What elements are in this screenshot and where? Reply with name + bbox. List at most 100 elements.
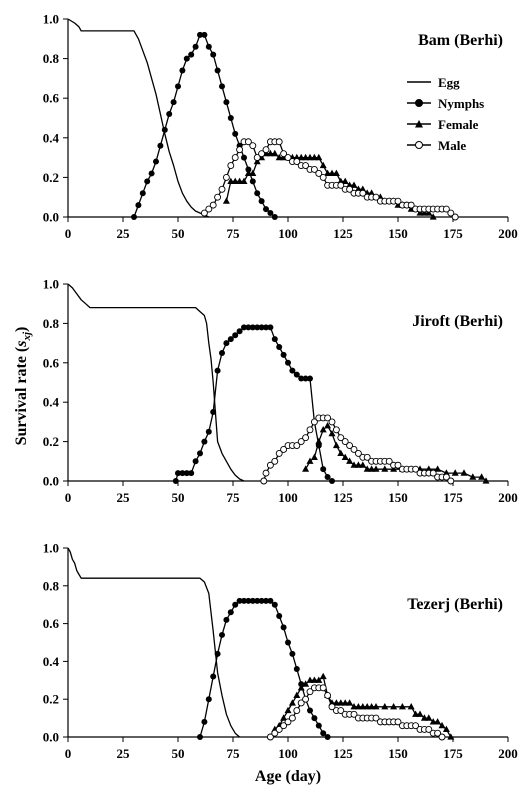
tezerj-point-male xyxy=(293,707,301,714)
jiroft-point-nymphs xyxy=(245,324,252,331)
bam-point-male xyxy=(442,205,450,213)
bam-point-nymphs xyxy=(188,51,195,58)
bam-point-nymphs xyxy=(223,99,230,106)
jiroft-y-tick-label: 1.0 xyxy=(43,277,59,292)
jiroft-point-female xyxy=(346,457,354,464)
jiroft-point-male xyxy=(337,434,345,442)
jiroft-point-nymphs xyxy=(214,367,221,374)
bam-point-male xyxy=(258,150,266,158)
tezerj-point-nymphs xyxy=(267,597,274,604)
jiroft-point-nymphs xyxy=(293,371,300,378)
jiroft-series-egg-line xyxy=(67,283,245,482)
tezerj-x-tick-label: 50 xyxy=(172,746,185,761)
tezerj-point-nymphs xyxy=(236,597,243,604)
tezerj-point-nymphs xyxy=(280,624,287,631)
bam-point-nymphs xyxy=(263,206,269,213)
bam-point-female xyxy=(319,161,327,169)
tezerj-point-female xyxy=(420,714,428,721)
jiroft-point-female xyxy=(302,465,310,472)
tezerj-point-nymphs xyxy=(263,597,269,604)
jiroft-point-male xyxy=(260,477,268,485)
bam-point-female xyxy=(231,177,239,184)
bam-point-female xyxy=(328,169,336,176)
jiroft-x-tick-label: 100 xyxy=(278,490,298,505)
jiroft-point-nymphs xyxy=(258,324,265,331)
jiroft-point-nymphs xyxy=(205,428,212,435)
bam-point-male xyxy=(293,158,301,166)
tezerj-y-tick-label: 0.2 xyxy=(43,692,59,707)
tezerj-point-male xyxy=(302,695,310,703)
jiroft-point-female xyxy=(372,465,380,472)
bam-point-female xyxy=(236,177,244,184)
legend-label-nymphs: Nymphs xyxy=(438,96,484,111)
jiroft-x-tick-label: 150 xyxy=(388,490,408,505)
bam-point-nymphs xyxy=(214,67,221,74)
bam-point-nymphs xyxy=(131,214,137,220)
bam-point-nymphs xyxy=(157,142,164,149)
tezerj-point-nymphs xyxy=(232,601,239,608)
jiroft-point-nymphs xyxy=(267,324,274,331)
tezerj-point-nymphs xyxy=(214,650,221,657)
bam-x-tick-label: 0 xyxy=(65,226,72,241)
tezerj-point-female xyxy=(425,714,433,721)
bam-point-female xyxy=(302,153,310,161)
jiroft-point-male xyxy=(306,426,314,434)
bam-point-female xyxy=(341,177,349,184)
bam-point-male xyxy=(200,209,208,217)
bam-point-female xyxy=(350,181,358,188)
tezerj-point-male xyxy=(350,710,358,718)
tezerj-point-female xyxy=(359,703,367,710)
legend-label-male: Male xyxy=(438,138,466,153)
jiroft-point-male xyxy=(442,473,450,481)
tezerj-point-male xyxy=(284,718,292,726)
jiroft-point-female xyxy=(368,465,376,472)
tezerj-point-female xyxy=(429,718,437,725)
bam-y-tick-label: 0.2 xyxy=(43,170,59,185)
y-axis-title: Survival rate (sxj) xyxy=(13,327,33,446)
bam-point-male xyxy=(275,138,283,146)
jiroft-point-nymphs xyxy=(223,340,230,347)
jiroft-point-nymphs xyxy=(298,375,305,382)
jiroft-point-male xyxy=(429,469,437,477)
bam-point-male xyxy=(394,197,402,205)
jiroft-point-male xyxy=(447,477,455,485)
bam-point-male xyxy=(359,189,367,197)
tezerj-point-nymphs xyxy=(293,665,300,672)
legend-label-egg: Egg xyxy=(438,75,460,90)
tezerj-point-nymphs xyxy=(249,597,256,604)
bam-point-nymphs xyxy=(249,178,256,185)
tezerj-x-tick-label: 150 xyxy=(388,746,408,761)
tezerj-point-nymphs xyxy=(258,597,265,604)
tezerj-point-nymphs xyxy=(276,613,283,620)
jiroft-x-tick-label: 0 xyxy=(65,490,72,505)
bam-point-male xyxy=(280,150,288,158)
jiroft-point-male xyxy=(350,446,358,453)
tezerj-point-nymphs xyxy=(315,722,322,729)
jiroft-y-tick-label: 0.2 xyxy=(43,434,59,449)
tezerj-point-female xyxy=(280,714,288,721)
tezerj-point-male xyxy=(324,691,332,699)
tezerj-point-male xyxy=(297,699,305,707)
jiroft-series-nymphs-line xyxy=(175,326,333,482)
jiroft-point-nymphs xyxy=(241,324,247,331)
tezerj-point-male xyxy=(319,684,327,692)
tezerj-point-nymphs xyxy=(219,631,225,638)
bam-point-female xyxy=(310,153,318,161)
bam-point-nymphs xyxy=(210,51,217,58)
tezerj-point-female xyxy=(346,699,354,706)
panel-tezerj: Tezerj (Berhi) 0.0 0.2 0.4 0.6 0.8 1.0 0 25 50 75… xyxy=(43,541,518,762)
bam-series-egg-line xyxy=(67,18,210,218)
bam-x-tick-label: 50 xyxy=(172,226,185,241)
bam-point-nymphs xyxy=(192,43,199,50)
bam-y-tick-label: 0.8 xyxy=(43,51,60,66)
tezerj-point-male xyxy=(266,733,274,741)
bam-x-tick-label: 75 xyxy=(227,226,241,241)
tezerj-point-female xyxy=(306,676,314,683)
bam-x-tick-label: 100 xyxy=(278,226,298,241)
jiroft-point-male xyxy=(363,453,371,461)
tezerj-point-male xyxy=(288,714,296,722)
jiroft-point-nymphs xyxy=(175,470,181,477)
jiroft-x-tick-label: 200 xyxy=(498,490,518,505)
jiroft-point-nymphs xyxy=(289,367,296,374)
bam-y-tick-label: 0.4 xyxy=(43,130,60,145)
